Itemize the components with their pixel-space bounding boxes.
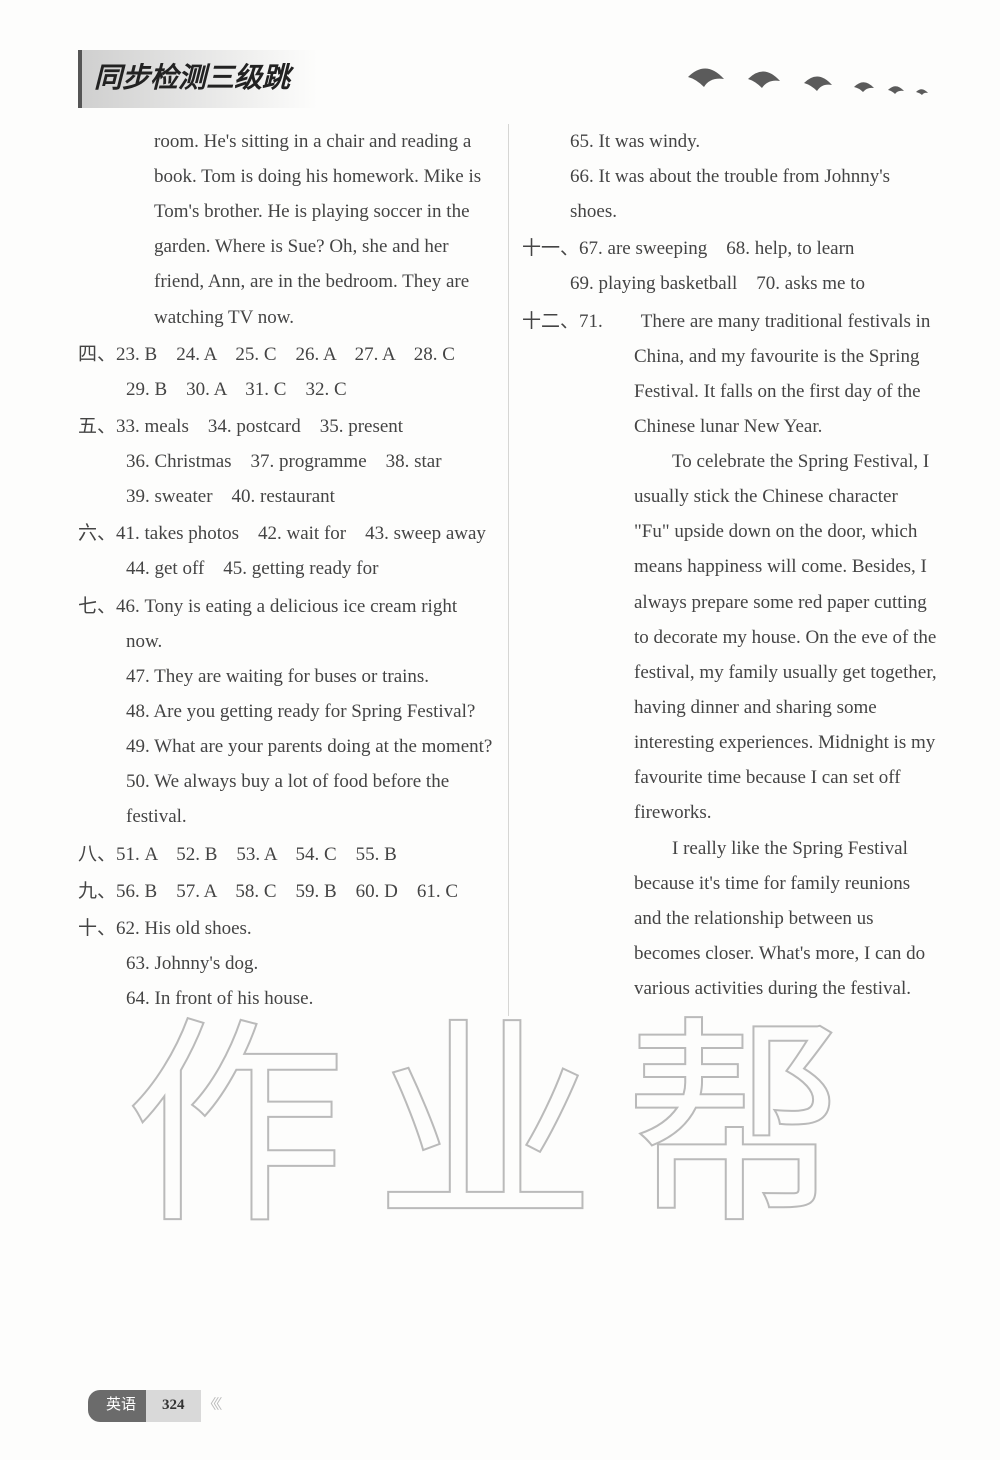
sec7-47: 47. They are waiting for buses or trains… [78, 659, 494, 694]
section-4: 四、23. B 24. A 25. C 26. A 27. A 28. C 29… [78, 337, 494, 407]
para-continuation: room. He's sitting in a chair and readin… [78, 124, 494, 335]
footer-subject: 英语 [88, 1390, 148, 1422]
essay-body: To celebrate the Spring Festival, I usua… [522, 444, 938, 1006]
birds-icon [678, 57, 938, 101]
sec7-46: 46. Tony is eating a delicious ice cream… [116, 596, 457, 652]
sec7-50: 50. We always buy a lot of food before t… [78, 764, 494, 834]
sec4-line1: 23. B 24. A 25. C 26. A 27. A 28. C [116, 344, 455, 365]
sec10-label: 十、 [78, 918, 116, 939]
sec4-line2: 29. B 30. A 31. C 32. C [78, 372, 494, 407]
essay-p3: I really like the Spring Festival becaus… [634, 831, 938, 1007]
page-header: 同步检测三级跳 [78, 50, 938, 108]
section-10: 十、62. His old shoes. 63. Johnny's dog. 6… [78, 911, 494, 1016]
sec10-64: 64. In front of his house. [78, 981, 494, 1016]
sec12-71-label: 71. [579, 311, 603, 332]
section-8: 八、51. A 52. B 53. A 54. C 55. B [78, 837, 494, 872]
header-title: 同步检测三级跳 [78, 50, 338, 108]
section-11: 十一、67. are sweeping 68. help, to learn 6… [522, 231, 938, 301]
sec7-48: 48. Are you getting ready for Spring Fes… [78, 694, 494, 729]
section-9: 九、56. B 57. A 58. C 59. B 60. D 61. C [78, 874, 494, 909]
sec5-label: 五、 [78, 416, 116, 437]
sec10-66: 66. It was about the trouble from Johnny… [522, 159, 938, 229]
section-12: 十二、71. There are many traditional festiv… [522, 304, 938, 1007]
sec5-line2: 36. Christmas 37. programme 38. star [78, 444, 494, 479]
sec7-label: 七、 [78, 596, 116, 617]
page-footer: 英语 324 〈〈〈 [88, 1390, 219, 1422]
header-decor-birds [678, 57, 938, 101]
essay-p2: To celebrate the Spring Festival, I usua… [634, 444, 938, 831]
footer-page-number: 324 [146, 1390, 201, 1422]
footer-arrows-icon: 〈〈〈 [203, 1393, 219, 1419]
section-5: 五、33. meals 34. postcard 35. present 36.… [78, 409, 494, 514]
sec4-label: 四、 [78, 344, 116, 365]
sec5-line1: 33. meals 34. postcard 35. present [116, 416, 403, 437]
section-10-cont: 65. It was windy. 66. It was about the t… [522, 124, 938, 229]
essay-p1: There are many traditional festivals in … [634, 311, 930, 437]
sec10-62: 62. His old shoes. [116, 918, 252, 939]
sec8-line1: 51. A 52. B 53. A 54. C 55. B [116, 844, 397, 865]
section-7: 七、46. Tony is eating a delicious ice cre… [78, 589, 494, 835]
sec6-line2: 44. get off 45. getting ready for [78, 551, 494, 586]
sec12-label: 十二、 [522, 311, 579, 332]
sec7-49: 49. What are your parents doing at the m… [78, 729, 494, 764]
sec9-label: 九、 [78, 881, 116, 902]
sec11-line1: 67. are sweeping 68. help, to learn [579, 238, 854, 259]
sec5-line3: 39. sweater 40. restaurant [78, 479, 494, 514]
sec8-label: 八、 [78, 844, 116, 865]
sec10-63: 63. Johnny's dog. [78, 946, 494, 981]
sec6-label: 六、 [78, 523, 116, 544]
sec6-line1: 41. takes photos 42. wait for 43. sweep … [116, 523, 486, 544]
sec11-label: 十一、 [522, 238, 579, 259]
sec9-line1: 56. B 57. A 58. C 59. B 60. D 61. C [116, 881, 458, 902]
sec10-65: 65. It was windy. [522, 124, 938, 159]
content-columns: room. He's sitting in a chair and readin… [78, 124, 938, 1017]
sec11-line2: 69. playing basketball 70. asks me to [522, 266, 938, 301]
page: 同步检测三级跳 room. He's sitting in a chair an… [0, 0, 1000, 1056]
section-6: 六、41. takes photos 42. wait for 43. swee… [78, 516, 494, 586]
